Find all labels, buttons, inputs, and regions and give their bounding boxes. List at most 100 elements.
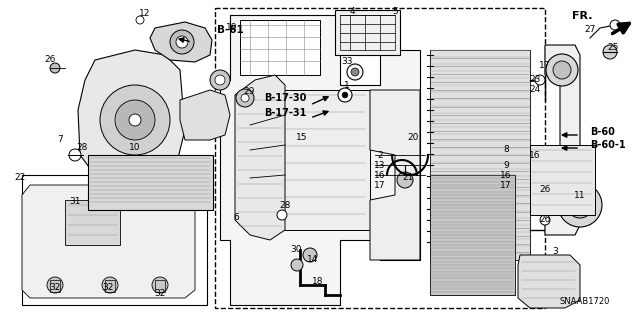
Polygon shape xyxy=(545,45,580,235)
Circle shape xyxy=(603,45,617,59)
Text: 16: 16 xyxy=(374,170,386,180)
Bar xyxy=(240,20,320,75)
Text: 16: 16 xyxy=(500,170,512,180)
Polygon shape xyxy=(22,185,195,298)
Text: 19: 19 xyxy=(227,24,237,33)
Text: 30: 30 xyxy=(291,246,301,255)
Polygon shape xyxy=(518,255,580,308)
Text: 24: 24 xyxy=(529,85,541,94)
Polygon shape xyxy=(180,90,230,140)
Circle shape xyxy=(136,16,144,24)
Bar xyxy=(530,145,595,215)
Text: B-17-30: B-17-30 xyxy=(264,93,307,103)
Text: 4: 4 xyxy=(349,8,355,17)
Circle shape xyxy=(100,85,170,155)
Bar xyxy=(65,200,120,245)
Text: 14: 14 xyxy=(307,256,319,264)
Polygon shape xyxy=(370,90,420,260)
Circle shape xyxy=(236,89,254,107)
Text: 9: 9 xyxy=(503,160,509,169)
Circle shape xyxy=(47,277,63,293)
Text: 10: 10 xyxy=(129,144,141,152)
Ellipse shape xyxy=(294,131,322,149)
Circle shape xyxy=(50,63,60,73)
Bar xyxy=(430,50,530,260)
Text: B-60-1: B-60-1 xyxy=(590,140,626,150)
Circle shape xyxy=(176,36,188,48)
Text: B-61: B-61 xyxy=(217,25,244,35)
Text: FR.: FR. xyxy=(572,11,593,21)
Text: 26: 26 xyxy=(540,186,550,195)
Text: 5: 5 xyxy=(392,8,398,17)
Circle shape xyxy=(567,192,593,218)
Text: SNAAB1720: SNAAB1720 xyxy=(560,298,611,307)
Text: 32: 32 xyxy=(154,288,166,298)
Circle shape xyxy=(215,75,225,85)
Circle shape xyxy=(102,277,118,293)
Text: 21: 21 xyxy=(403,174,413,182)
Bar xyxy=(340,15,395,50)
Bar xyxy=(88,155,213,210)
Circle shape xyxy=(277,210,287,220)
Circle shape xyxy=(540,190,550,200)
Circle shape xyxy=(610,20,620,30)
Text: 6: 6 xyxy=(233,213,239,222)
Text: 2: 2 xyxy=(377,151,383,160)
Bar xyxy=(22,175,207,305)
Text: 22: 22 xyxy=(14,174,26,182)
Text: 16: 16 xyxy=(529,151,541,160)
Circle shape xyxy=(553,61,571,79)
Circle shape xyxy=(342,92,348,98)
Circle shape xyxy=(351,68,359,76)
Text: 17: 17 xyxy=(500,181,512,189)
Circle shape xyxy=(303,248,317,262)
Bar xyxy=(250,90,370,230)
Bar xyxy=(215,8,545,308)
Text: 28: 28 xyxy=(76,144,88,152)
Text: 20: 20 xyxy=(407,133,419,143)
Polygon shape xyxy=(150,22,212,62)
Bar xyxy=(105,280,115,292)
Text: 23: 23 xyxy=(529,76,541,85)
Polygon shape xyxy=(220,15,420,305)
Text: 32: 32 xyxy=(49,284,61,293)
Circle shape xyxy=(152,277,168,293)
Circle shape xyxy=(546,54,578,86)
Text: 11: 11 xyxy=(574,190,586,199)
Circle shape xyxy=(170,30,194,54)
Text: 12: 12 xyxy=(140,9,150,18)
Circle shape xyxy=(535,75,545,85)
Text: 27: 27 xyxy=(584,26,596,34)
Circle shape xyxy=(210,70,230,90)
Text: 1: 1 xyxy=(344,81,350,91)
Circle shape xyxy=(69,149,81,161)
Text: 28: 28 xyxy=(279,201,291,210)
Polygon shape xyxy=(78,50,185,185)
Text: 8: 8 xyxy=(503,145,509,154)
Text: 15: 15 xyxy=(296,132,308,142)
Circle shape xyxy=(338,88,352,102)
Text: 17: 17 xyxy=(540,61,551,70)
Text: 26: 26 xyxy=(540,216,550,225)
Text: 29: 29 xyxy=(243,87,255,97)
Text: 26: 26 xyxy=(44,56,56,64)
Polygon shape xyxy=(235,75,285,240)
Circle shape xyxy=(291,259,303,271)
Text: 25: 25 xyxy=(607,42,619,51)
Circle shape xyxy=(540,215,550,225)
Circle shape xyxy=(558,183,602,227)
Text: 31: 31 xyxy=(69,197,81,206)
Text: 18: 18 xyxy=(312,278,324,286)
Text: B-17-31: B-17-31 xyxy=(264,108,307,118)
Bar xyxy=(430,175,515,295)
Text: 32: 32 xyxy=(102,284,114,293)
Bar xyxy=(155,280,165,292)
Text: 13: 13 xyxy=(374,160,386,169)
Bar xyxy=(50,280,60,292)
Text: 7: 7 xyxy=(57,136,63,145)
Bar xyxy=(335,10,400,55)
Circle shape xyxy=(129,114,141,126)
Text: 33: 33 xyxy=(341,57,353,66)
Circle shape xyxy=(397,172,413,188)
Text: 3: 3 xyxy=(552,248,558,256)
